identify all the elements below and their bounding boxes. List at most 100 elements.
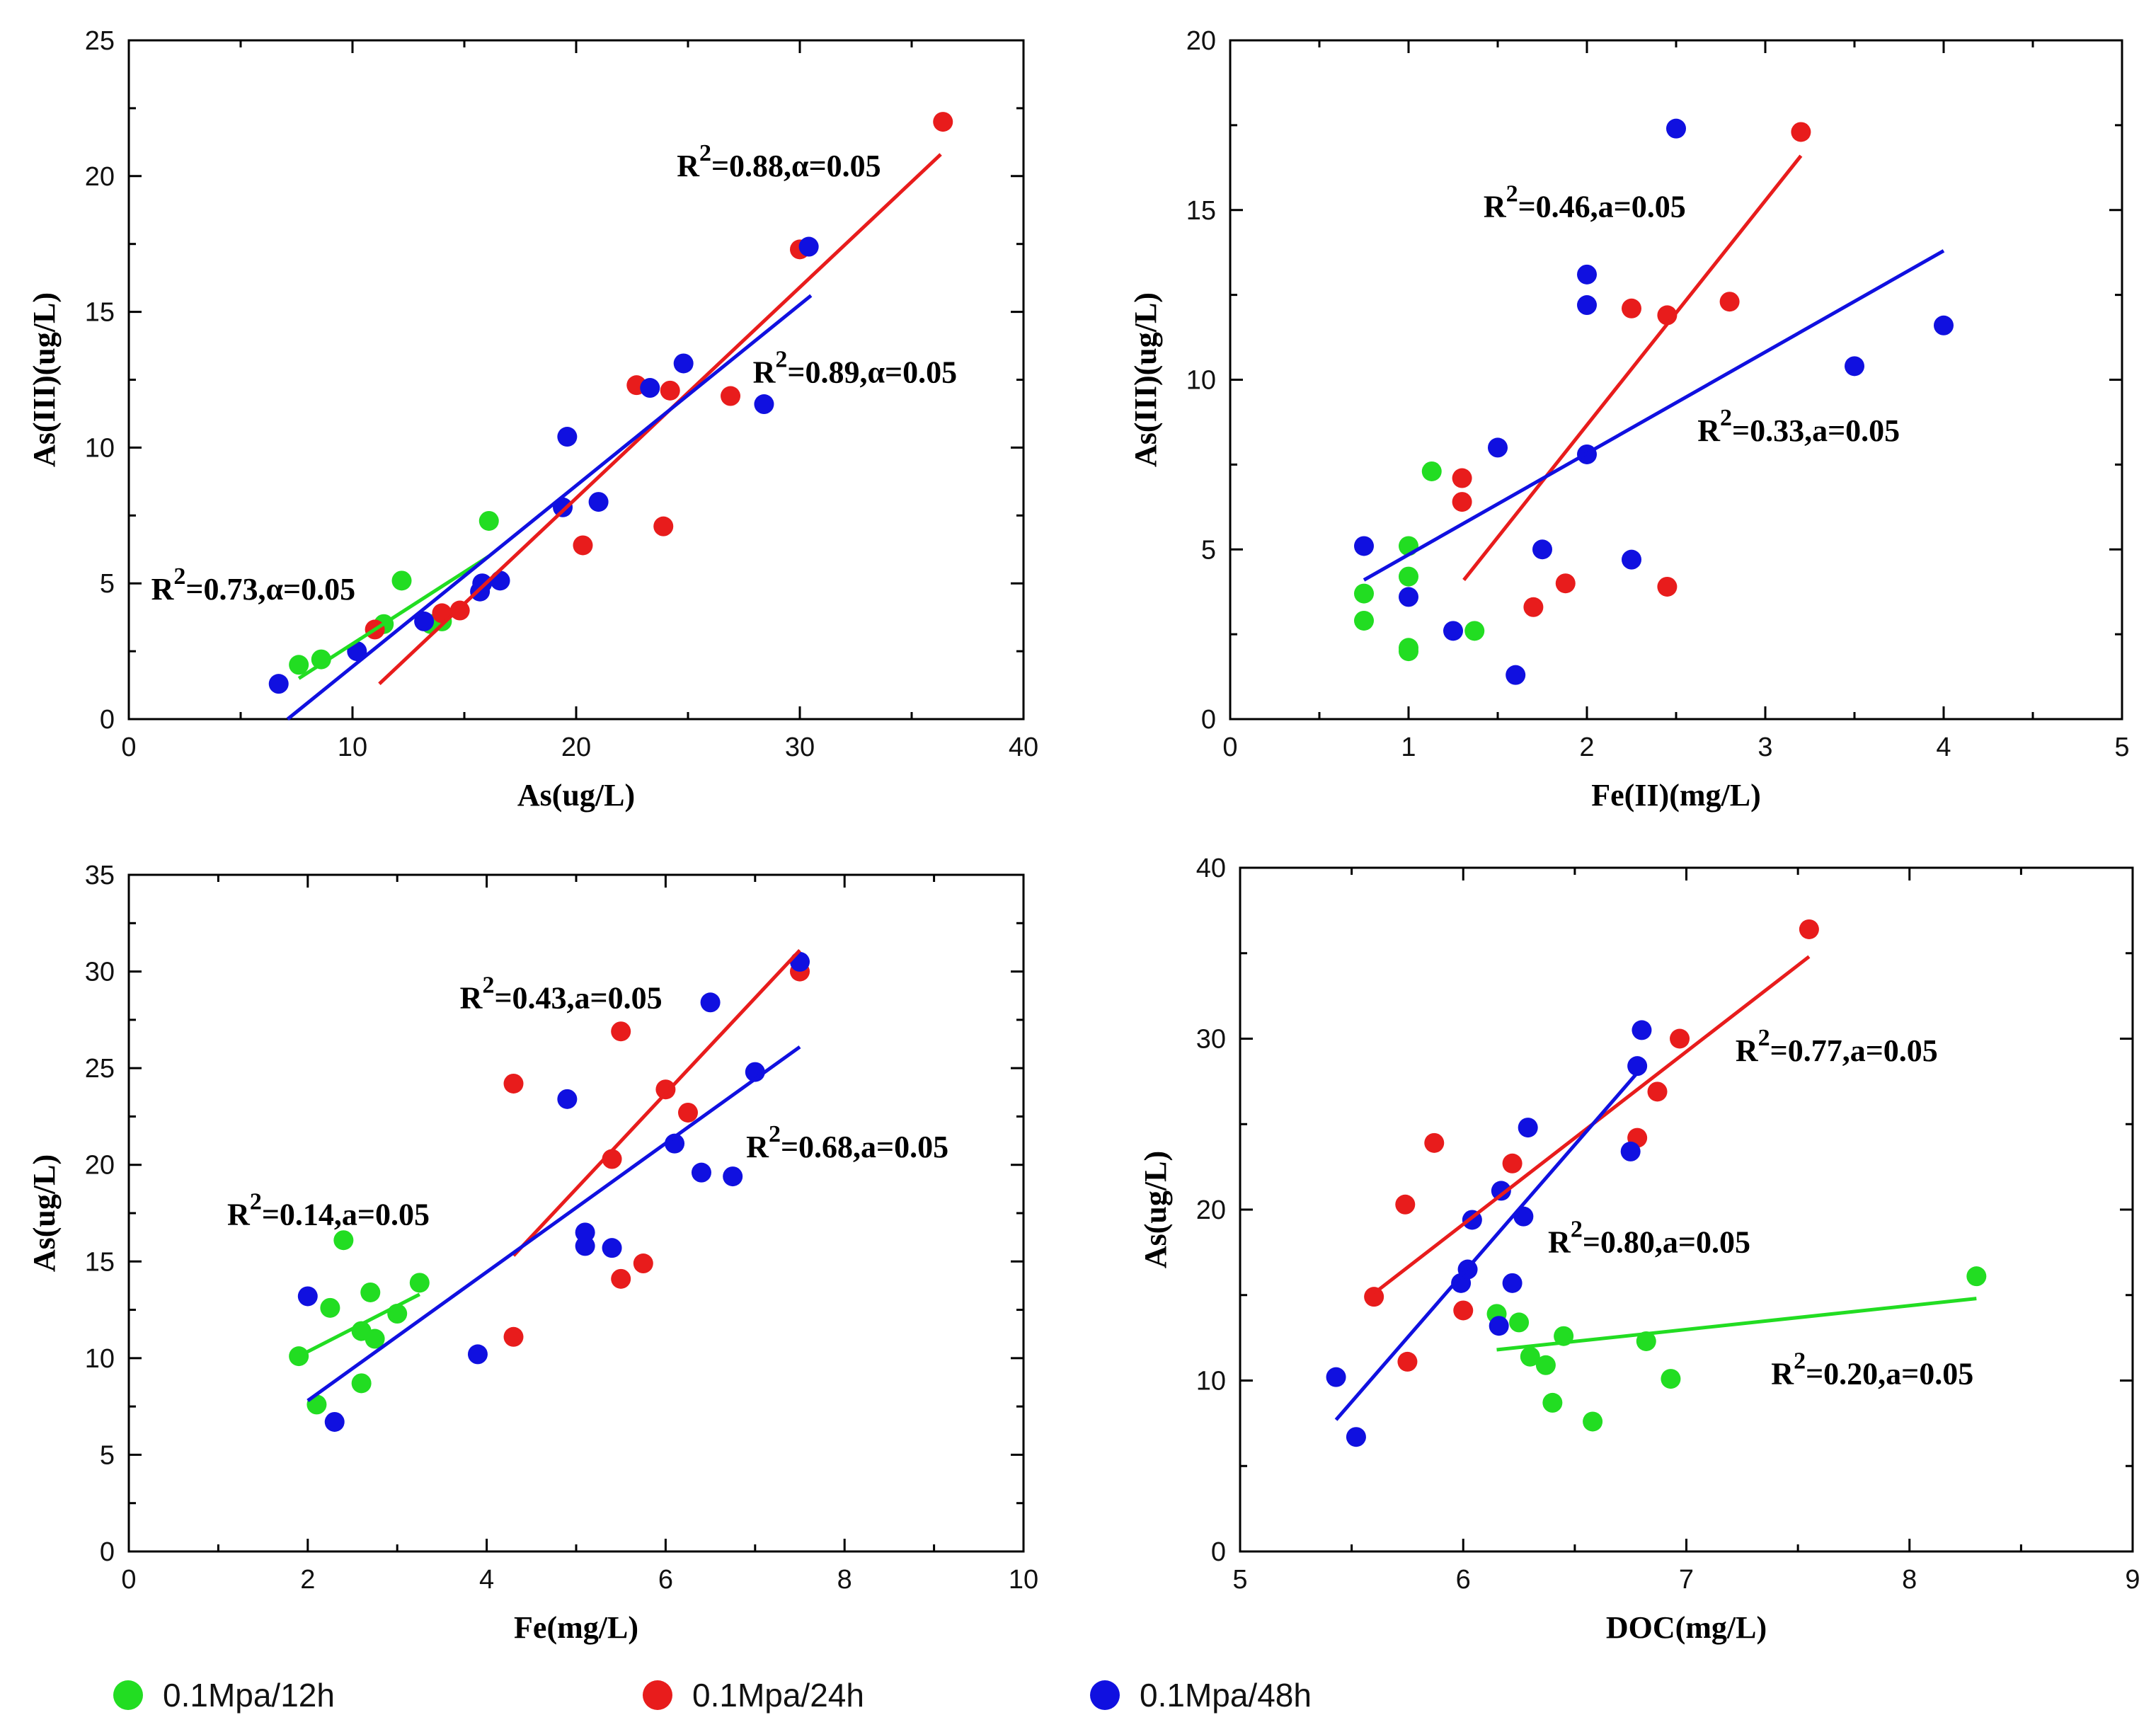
data-point-blue: [798, 236, 819, 257]
r-squared-annotation: R2=0.46,a=0.05: [1484, 180, 1686, 224]
x-tick-label: 6: [1456, 1565, 1471, 1595]
data-point-blue: [467, 1344, 488, 1365]
r-squared-annotation: R2=0.33,a=0.05: [1697, 405, 1900, 448]
data-point-red: [611, 1268, 631, 1289]
y-tick-label: 0: [100, 1537, 115, 1567]
y-tick-label: 40: [1196, 854, 1226, 883]
data-point-blue: [1934, 315, 1954, 335]
data-point-blue: [1491, 1181, 1511, 1201]
x-axis-label: DOC(mg/L): [1606, 1610, 1767, 1645]
data-point-green: [1464, 621, 1485, 641]
x-tick-label: 0: [121, 733, 136, 762]
data-point-blue: [691, 1162, 711, 1183]
x-tick-label: 3: [1758, 733, 1772, 762]
legend-label-48h: 0.1Mpa/48h: [1140, 1677, 1312, 1714]
data-point-green: [351, 1373, 372, 1394]
y-tick-label: 10: [1186, 366, 1216, 396]
data-point-blue: [790, 951, 810, 972]
data-point-red: [1657, 576, 1678, 597]
r-squared-annotation: R2=0.20,a=0.05: [1771, 1348, 1973, 1391]
x-tick-label: 5: [2114, 733, 2129, 762]
legend: 0.1Mpa/12h 0.1Mpa/24h 0.1Mpa/48h: [0, 1667, 2156, 1723]
data-point-red: [1719, 292, 1740, 312]
legend-label-24h: 0.1Mpa/24h: [692, 1677, 864, 1714]
x-tick-label: 10: [338, 733, 367, 762]
x-tick-label: 8: [1902, 1565, 1917, 1595]
x-tick-label: 7: [1679, 1565, 1694, 1595]
y-tick-label: 25: [85, 26, 115, 56]
y-tick-label: 25: [85, 1054, 115, 1084]
data-point-red: [1395, 1194, 1416, 1215]
fit-line-red: [512, 948, 801, 1257]
x-axis-label: As(ug/L): [517, 778, 635, 813]
legend-label-12h: 0.1Mpa/12h: [163, 1677, 335, 1714]
data-point-blue: [1443, 621, 1463, 641]
y-tick-label: 5: [100, 569, 115, 599]
y-tick-label: 0: [100, 705, 115, 735]
data-point-red: [1397, 1351, 1418, 1372]
data-point-red: [933, 112, 953, 132]
data-point-green: [320, 1297, 340, 1318]
data-point-red: [503, 1326, 524, 1347]
data-point-blue: [1518, 1118, 1538, 1138]
data-point-red: [1799, 919, 1819, 939]
data-point-green: [1399, 641, 1418, 662]
x-tick-label: 20: [561, 733, 591, 762]
data-point-green: [409, 1273, 430, 1293]
data-point-blue: [588, 492, 609, 512]
data-point-red: [1453, 1300, 1474, 1321]
x-tick-label: 40: [1009, 733, 1038, 762]
y-tick-label: 5: [1201, 535, 1216, 565]
x-tick-label: 4: [1936, 733, 1951, 762]
data-point-blue: [414, 611, 435, 631]
r-squared-annotation: R2=0.14,a=0.05: [227, 1188, 430, 1232]
data-point-blue: [1627, 1056, 1648, 1077]
data-point-blue: [324, 1411, 345, 1432]
y-tick-label: 30: [1196, 1025, 1226, 1055]
x-axis-label: Fe(mg/L): [514, 1610, 638, 1645]
y-tick-label: 10: [85, 433, 115, 463]
data-point-green: [311, 649, 331, 670]
r-squared-annotation: R2=0.77,a=0.05: [1736, 1025, 1938, 1068]
legend-marker-12h: [113, 1680, 143, 1710]
y-tick-label: 35: [85, 861, 115, 890]
data-point-red: [503, 1073, 524, 1094]
data-point-green: [365, 1329, 385, 1349]
data-point-green: [1535, 1355, 1556, 1375]
y-tick-label: 15: [1186, 196, 1216, 226]
chart-panel-fe2-vs-as3: 0 1 2 3 4 5 0 5 10 15 20 Fe(II)(mg/L) As(III)(ug/L) R…: [1128, 26, 2130, 813]
legend-item-24h: 0.1Mpa/24h: [643, 1667, 864, 1723]
chart-panel-doc-vs-as: 5 6 7 8 9 0 10 20 30 40 DOC(mg/L) As(ug/L) R2=0.77,a…: [1138, 854, 2140, 1645]
y-axis-label: As(III)(ug/L): [1128, 292, 1163, 467]
data-point-red: [1452, 468, 1472, 488]
data-point-green: [1354, 583, 1374, 604]
x-tick-label: 6: [658, 1565, 673, 1595]
x-tick-label: 30: [785, 733, 815, 762]
data-point-blue: [1488, 437, 1508, 458]
fit-line-green: [298, 1292, 420, 1358]
y-axis-label: As(III)(ug/L): [27, 292, 62, 467]
data-point-red: [573, 535, 593, 556]
data-point-blue: [557, 427, 578, 447]
x-tick-label: 5: [1232, 1565, 1247, 1595]
y-tick-label: 15: [85, 298, 115, 328]
data-point-blue: [1666, 118, 1686, 139]
data-point-green: [1966, 1266, 1987, 1287]
data-point-green: [289, 655, 309, 675]
data-point-blue: [1577, 295, 1597, 316]
data-point-blue: [723, 1166, 743, 1187]
data-point-blue: [1354, 536, 1374, 556]
data-point-red: [633, 1253, 653, 1274]
data-point-red: [1523, 597, 1544, 617]
data-point-red: [660, 380, 680, 401]
fit-line-red: [1462, 154, 1803, 581]
data-point-green: [333, 1230, 354, 1251]
r-squared-annotation: R2=0.89,α=0.05: [753, 346, 957, 389]
x-tick-label: 2: [300, 1565, 315, 1595]
y-tick-label: 20: [1186, 26, 1216, 56]
y-tick-label: 0: [1211, 1537, 1226, 1567]
legend-marker-48h: [1090, 1680, 1120, 1710]
fit-line-blue: [286, 294, 813, 721]
data-point-blue: [268, 674, 289, 694]
data-point-blue: [1622, 549, 1641, 570]
